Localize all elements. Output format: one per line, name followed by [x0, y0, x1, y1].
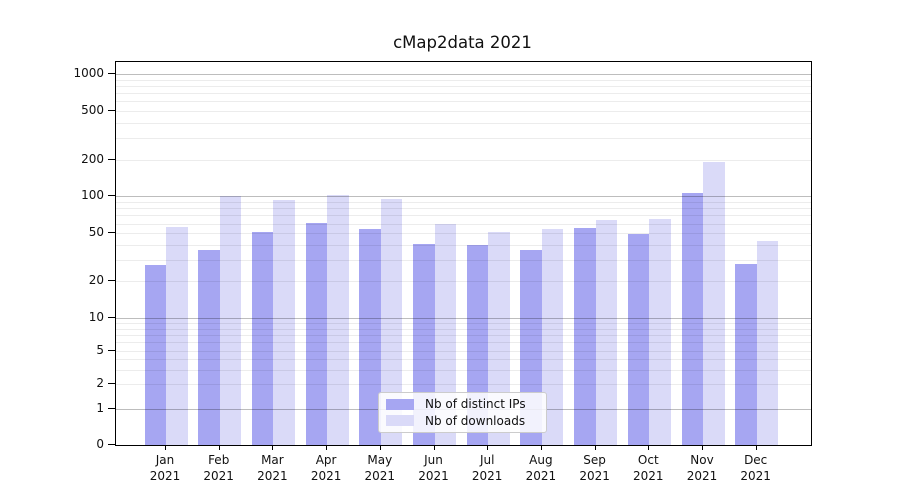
y-tick-mark-200	[108, 158, 115, 160]
y-tick-mark-2	[108, 383, 115, 385]
y-tick-mark-20	[108, 280, 115, 282]
x-tick-label-jul: Jul 2021	[471, 453, 503, 483]
bar-nb-of-distinct-ips-feb-2021	[198, 250, 220, 445]
y-tick-label-20: 20	[88, 273, 104, 288]
bar-nb-of-downloads-jul-2021	[488, 232, 510, 445]
legend-swatch-distinct-ips	[386, 398, 414, 410]
x-tick-label-jun: Jun 2021	[418, 453, 449, 483]
plot-area	[115, 61, 812, 446]
gridline-900	[116, 79, 811, 81]
gridline-700	[116, 93, 811, 95]
legend-item-distinct-ips: Nb of distinct IPs	[386, 397, 538, 411]
bar-nb-of-downloads-nov-2021	[703, 161, 725, 445]
legend-label-distinct-ips: Nb of distinct IPs	[425, 397, 526, 412]
x-tick-label-may: May 2021	[364, 453, 396, 483]
y-tick-mark-5	[108, 349, 115, 351]
gridline-500	[116, 110, 811, 112]
x-tick-mark-feb	[218, 445, 220, 450]
bar-nb-of-distinct-ips-nov-2021	[681, 192, 703, 445]
y-tick-mark-0	[108, 444, 115, 445]
x-tick-label-jan: Jan 2021	[149, 453, 181, 483]
bar-nb-of-downloads-mar-2021	[273, 200, 295, 445]
y-tick-label-0: 0	[96, 437, 104, 451]
y-tick-label-500: 500	[81, 102, 104, 117]
y-tick-label-1: 1	[96, 401, 104, 416]
bar-nb-of-downloads-jun-2021	[434, 223, 456, 445]
x-tick-mark-dec	[755, 445, 757, 450]
bar-nb-of-downloads-may-2021	[380, 199, 403, 445]
bar-nb-of-distinct-ips-dec-2021	[735, 263, 757, 445]
bar-nb-of-distinct-ips-jan-2021	[144, 265, 166, 445]
x-tick-mark-aug	[540, 445, 542, 450]
x-tick-mark-apr	[326, 445, 328, 450]
x-tick-mark-nov	[702, 445, 703, 450]
gridline-1000	[116, 74, 811, 76]
y-tick-mark-1	[108, 408, 115, 410]
gridline-400	[116, 122, 811, 124]
y-tick-label-1000: 1000	[73, 66, 104, 81]
bar-nb-of-distinct-ips-mar-2021	[251, 232, 274, 445]
legend-swatch-downloads	[386, 415, 414, 427]
x-tick-mark-oct	[648, 445, 650, 450]
gridline-300	[116, 138, 811, 140]
bar-nb-of-downloads-oct-2021	[649, 219, 671, 445]
x-tick-mark-may	[379, 445, 381, 450]
x-tick-label-aug: Aug 2021	[525, 453, 557, 483]
bar-nb-of-downloads-apr-2021	[327, 194, 349, 445]
y-tick-mark-1000	[108, 73, 115, 75]
x-tick-label-feb: Feb 2021	[203, 453, 234, 483]
y-tick-label-5: 5	[96, 342, 104, 357]
bar-nb-of-distinct-ips-sep-2021	[574, 228, 596, 445]
y-tick-label-2: 2	[96, 376, 104, 391]
x-tick-label-sep: Sep 2021	[579, 453, 610, 483]
bar-nb-of-downloads-dec-2021	[756, 241, 779, 445]
x-tick-mark-jul	[487, 445, 489, 450]
bar-nb-of-distinct-ips-apr-2021	[305, 222, 328, 445]
bar-nb-of-downloads-feb-2021	[219, 195, 242, 445]
gridline-200	[116, 159, 811, 161]
bar-nb-of-downloads-sep-2021	[595, 220, 618, 445]
legend-item-downloads: Nb of downloads	[386, 414, 538, 428]
gridline-800	[116, 85, 811, 87]
x-tick-mark-jan	[165, 445, 166, 450]
bar-nb-of-distinct-ips-may-2021	[359, 229, 381, 445]
x-tick-label-mar: Mar 2021	[257, 453, 288, 483]
plot-canvas	[116, 62, 811, 445]
gridline-600	[116, 101, 811, 103]
x-tick-label-apr: Apr 2021	[310, 453, 342, 483]
chart-title: cMap2data 2021	[393, 33, 532, 52]
bar-nb-of-downloads-jan-2021	[166, 227, 188, 445]
legend: Nb of distinct IPs Nb of downloads	[378, 392, 547, 433]
y-tick-label-10: 10	[88, 309, 104, 324]
x-tick-label-oct: Oct 2021	[633, 453, 664, 483]
bar-nb-of-distinct-ips-oct-2021	[627, 234, 650, 445]
y-tick-mark-100	[108, 195, 115, 197]
y-tick-label-100: 100	[81, 188, 104, 203]
y-tick-label-200: 200	[81, 151, 104, 166]
legend-label-downloads: Nb of downloads	[425, 413, 526, 428]
y-tick-mark-500	[108, 109, 115, 111]
y-tick-mark-10	[108, 316, 115, 318]
x-tick-mark-sep	[594, 445, 596, 450]
x-tick-mark-mar	[272, 445, 274, 450]
x-tick-label-dec: Dec 2021	[740, 453, 771, 483]
y-tick-label-50: 50	[88, 225, 104, 240]
x-tick-label-nov: Nov 2021	[686, 453, 718, 483]
y-tick-mark-50	[108, 232, 115, 234]
bar-nb-of-downloads-aug-2021	[541, 229, 564, 445]
x-tick-mark-jun	[433, 445, 435, 450]
